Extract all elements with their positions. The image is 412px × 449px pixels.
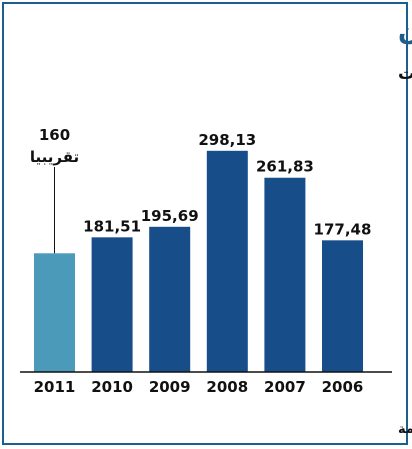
chart-subtitle: بمليارات الدولارات [398,64,412,84]
value-label-2008: 298,13 [198,131,256,149]
year-labels-group: 2006 2007 2008 2009 2010 2011 [34,378,364,396]
bar-2006 [322,240,363,372]
value-label-2007: 261,83 [256,158,314,176]
bar-2010 [91,237,133,372]
bar-2007 [264,177,306,372]
bar-2008 [206,150,248,372]
bars-group [34,150,363,372]
tick-label-2006: 2006 [322,378,364,396]
value-label-2009: 195,69 [141,207,199,225]
tick-label-2011: 2011 [34,378,76,396]
bar-2011 [34,253,75,372]
tick-label-2008: 2008 [206,378,248,396]
tick-label-2009: 2009 [149,378,191,396]
chart-title: الفائض التجاري في الصين [398,15,412,45]
value-label-2011: 160 [39,126,70,144]
bar-2009 [149,226,191,372]
estimate-note: تقريبيا [30,148,79,166]
tick-label-2007: 2007 [264,378,306,396]
tick-label-2010: 2010 [91,378,133,396]
value-label-2006: 177,48 [314,220,372,238]
value-label-2010: 181,51 [83,217,141,235]
source-note: المصدر: الحكومة [398,422,412,437]
